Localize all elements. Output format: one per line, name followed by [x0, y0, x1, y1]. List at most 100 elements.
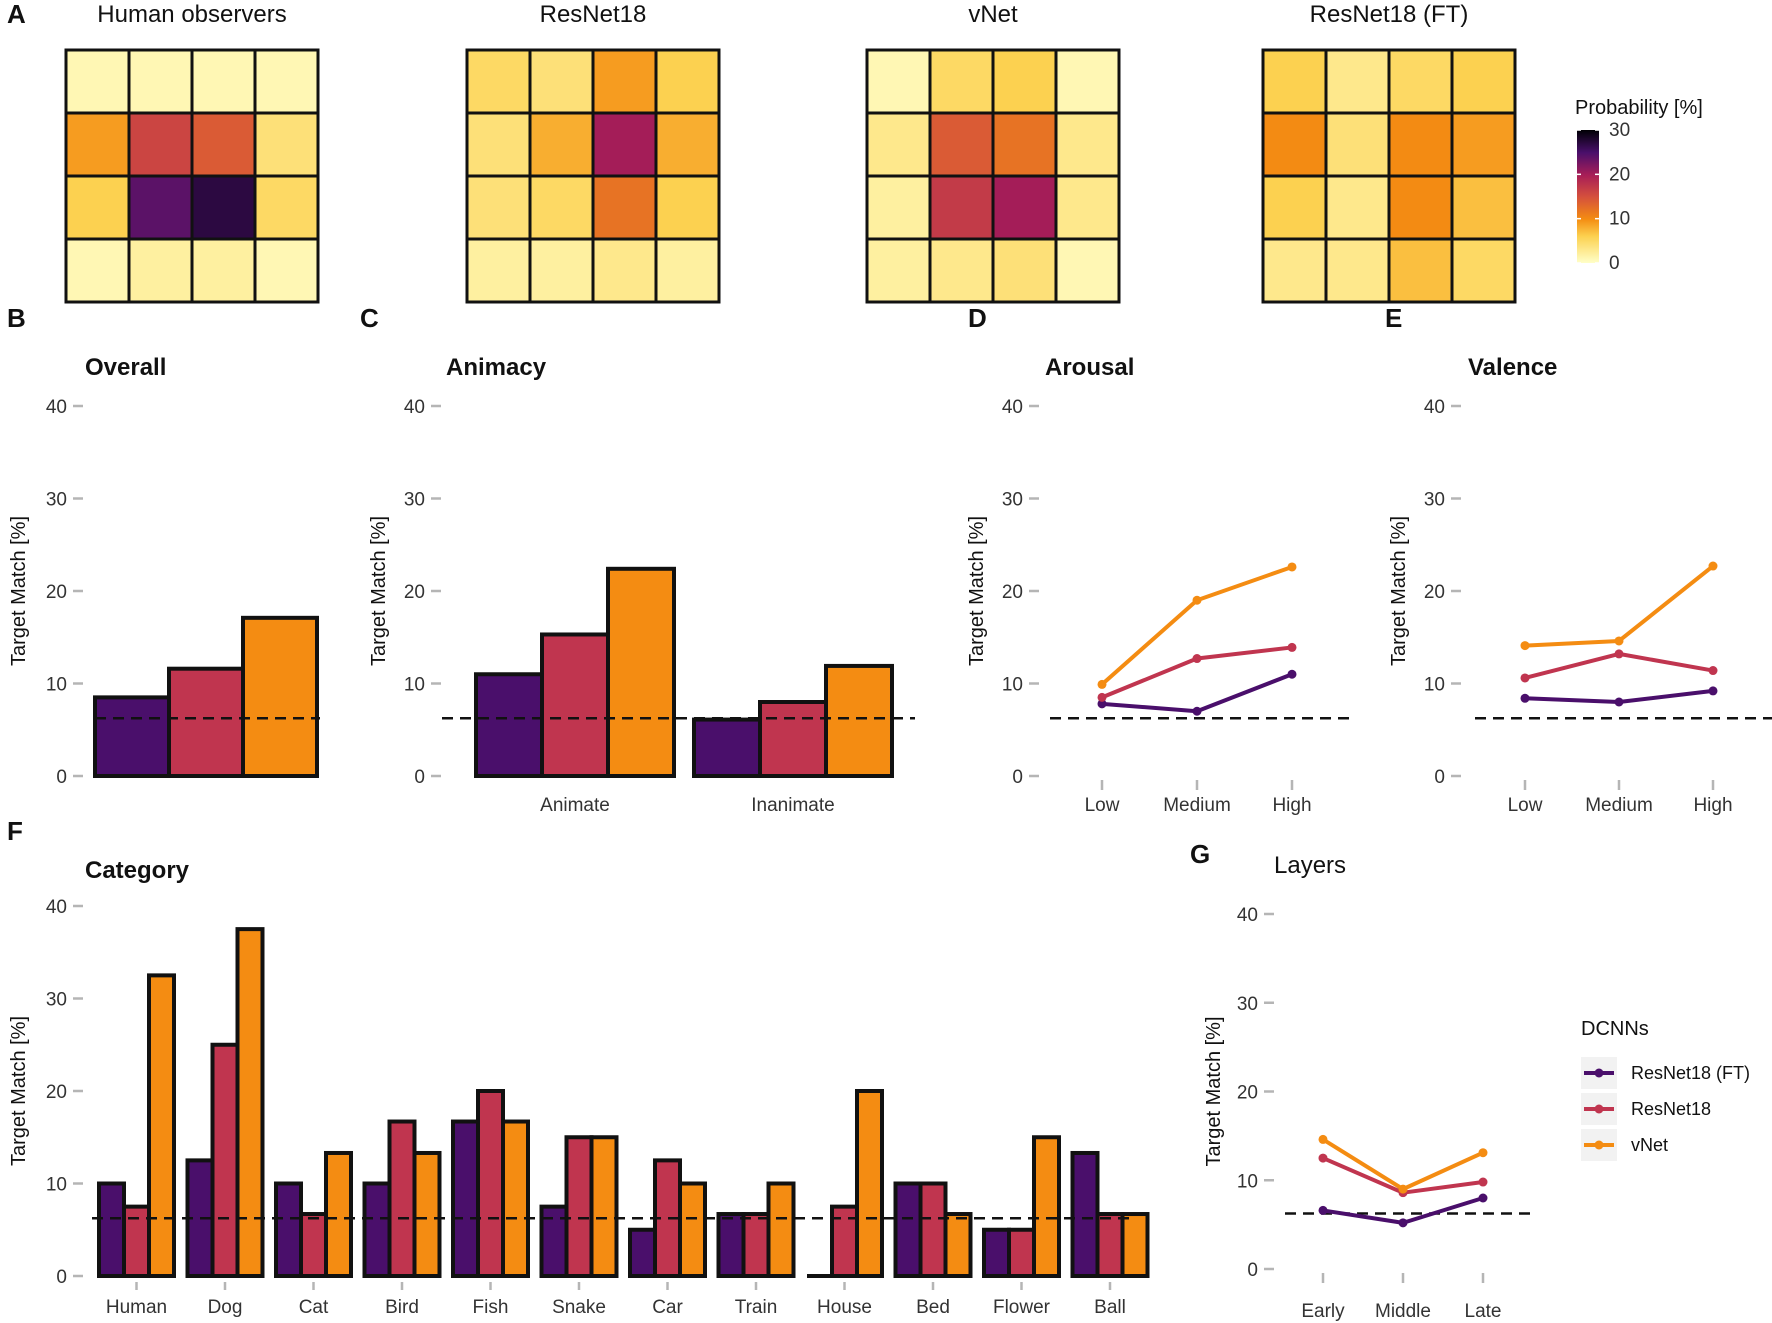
data-point [1097, 679, 1107, 689]
legend: DCNNs ResNet18 (FT) ResNet18 vNet [1581, 1018, 1750, 1161]
series-line [1100, 565, 1293, 686]
heatmap-2: ResNet18 [465, 1, 721, 304]
x-tick-label: Middle [1375, 1301, 1431, 1322]
x-tick-label: High [1272, 795, 1311, 816]
y-tick-label: 0 [414, 767, 425, 788]
heatmap-cell [127, 237, 194, 304]
y-tick-label: 10 [46, 675, 67, 696]
heatmap-cell [1450, 237, 1517, 304]
data-point [1708, 686, 1718, 696]
heatmap-cell [654, 111, 721, 178]
bar [1095, 1212, 1125, 1279]
data-point [1097, 692, 1107, 702]
data-point [1478, 1193, 1488, 1203]
heatmap-cell [928, 237, 995, 304]
bar [147, 973, 176, 1278]
bar [235, 927, 265, 1278]
bar [589, 1135, 619, 1278]
y-tick-label: 30 [404, 490, 425, 511]
x-tick-label: Snake [552, 1297, 606, 1318]
y-tick-label: 30 [1424, 490, 1445, 511]
data-point [1398, 1218, 1408, 1228]
bar [766, 1181, 796, 1278]
series-line [1524, 564, 1715, 648]
bar [943, 1212, 973, 1279]
bar [606, 566, 676, 778]
data-point [1287, 669, 1297, 679]
y-tick-label: 20 [1237, 1083, 1258, 1104]
heatmap-cell [991, 48, 1058, 115]
y-tick-label: 20 [1424, 582, 1445, 603]
heatmap-cell [127, 48, 194, 115]
legend-label: ResNet18 (FT) [1631, 1063, 1750, 1083]
data-point [1287, 562, 1297, 572]
x-tick-label: Medium [1585, 795, 1653, 816]
heatmap-4: ResNet18 (FT) [1261, 1, 1517, 304]
y-axis-label: Target Match [%] [8, 1016, 30, 1166]
bar [982, 1227, 1011, 1278]
x-tick-label: Ball [1094, 1297, 1126, 1318]
y-tick-label: 10 [46, 1175, 67, 1196]
heatmap-cell [928, 174, 995, 241]
y-tick-label: 20 [46, 1082, 67, 1103]
colorbar: Probability [%]30 20 10 0 [1575, 97, 1703, 274]
data-point [1097, 699, 1107, 709]
panel-label-c: C [360, 303, 379, 333]
panel-c-bar: Animacy Target Match [%] 0 10 20 30 40 Animate I… [368, 354, 915, 816]
bar [451, 1119, 480, 1279]
panel-title: Valence [1468, 354, 1557, 381]
legend-label: ResNet18 [1631, 1099, 1711, 1119]
bar [824, 663, 894, 778]
heatmap-cell [253, 174, 320, 241]
heatmap-cell [127, 174, 194, 241]
x-tick-label: Bed [916, 1297, 950, 1318]
heatmap-cell [64, 48, 131, 115]
heatmap-cell [1324, 174, 1391, 241]
bar [628, 1227, 657, 1278]
heatmap-cell [654, 48, 721, 115]
x-tick-label: Dog [208, 1297, 243, 1318]
y-axis-label: Target Match [%] [8, 516, 30, 666]
x-tick-label: Train [735, 1297, 778, 1318]
heatmap-cell [253, 48, 320, 115]
heatmap-cell [465, 237, 532, 304]
panel-title: Layers [1274, 852, 1346, 879]
colorbar-tick-label: 10 [1609, 209, 1630, 230]
series-line [1101, 672, 1293, 714]
x-tick-label: Human [106, 1297, 167, 1318]
heatmap-cell [253, 237, 320, 304]
bar [564, 1135, 594, 1278]
heatmap-cell [1387, 111, 1454, 178]
heatmap-cell [127, 111, 194, 178]
data-point [1614, 636, 1624, 646]
data-point [1192, 595, 1202, 605]
bar [1070, 1150, 1100, 1278]
panel-title: Arousal [1045, 354, 1134, 381]
heatmap-cell [865, 111, 932, 178]
y-tick-label: 10 [404, 675, 425, 696]
colorbar-swatch [1577, 130, 1599, 263]
x-tick-label: Early [1301, 1301, 1345, 1322]
heatmap-cell [1450, 111, 1517, 178]
data-point [1708, 561, 1718, 571]
heatmap-cell [1261, 48, 1328, 115]
y-tick-label: 10 [1424, 675, 1445, 696]
y-axis-label: Target Match [%] [1203, 1016, 1225, 1166]
y-tick-label: 10 [1002, 675, 1023, 696]
data-point [1520, 693, 1530, 703]
heatmap-cell [591, 174, 658, 241]
data-point [1708, 666, 1718, 676]
bar [918, 1181, 948, 1278]
heatmap-cell [64, 237, 131, 304]
y-axis-label: Target Match [%] [368, 516, 390, 666]
heatmap-cell [1387, 174, 1454, 241]
panel-title: Category [85, 857, 190, 884]
x-tick-label: House [817, 1297, 872, 1318]
heatmap-cell [253, 111, 320, 178]
panel-label-f: F [7, 816, 23, 846]
x-tick-label: Bird [385, 1297, 419, 1318]
heatmap-cell [528, 174, 595, 241]
bar [893, 1181, 923, 1278]
heatmap-cell [1054, 174, 1121, 241]
bar [387, 1119, 417, 1279]
